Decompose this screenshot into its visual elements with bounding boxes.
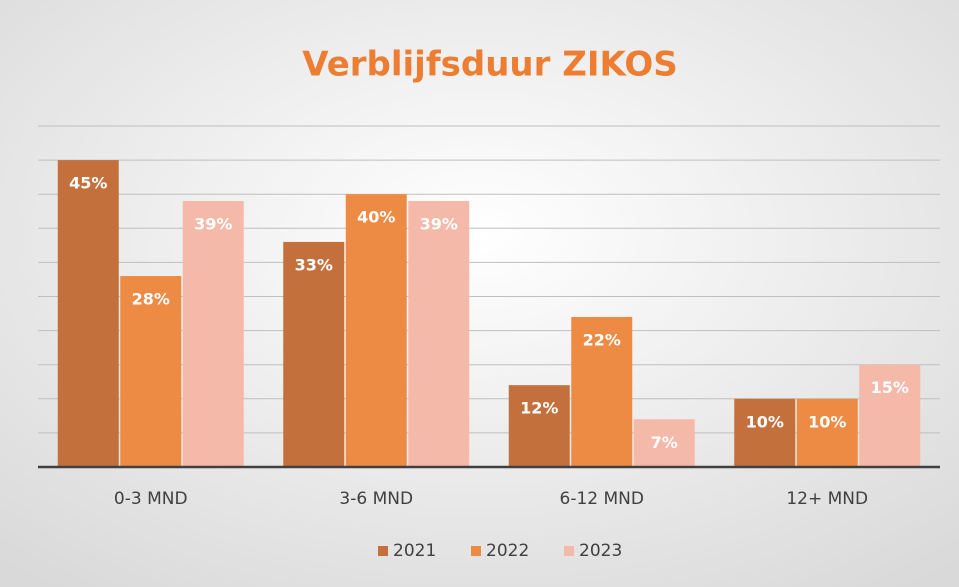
bar [571,316,633,467]
legend-label: 2022 [486,541,529,561]
data-label: 28% [132,290,170,309]
data-label: 40% [357,208,395,227]
chart-title: Verblijfsduur ZIKOS [302,45,677,85]
x-tick-label: 0-3 MND [114,489,188,509]
data-label: 39% [420,215,458,234]
legend-label: 2023 [579,541,622,561]
bar [120,276,182,467]
bar [408,201,470,467]
data-label: 7% [651,433,678,452]
bar [734,398,796,467]
data-label: 33% [295,255,333,274]
legend-swatch [564,546,574,556]
bar [859,364,921,467]
x-tick-label: 3-6 MND [339,489,413,509]
x-tick-label: 6-12 MND [560,489,644,509]
data-label: 22% [583,330,621,349]
data-label: 10% [746,412,784,431]
x-tick-label: 12+ MND [786,489,868,509]
data-label: 39% [194,215,232,234]
legend-swatch [471,546,481,556]
bar [345,194,407,467]
legend-label: 2021 [393,541,436,561]
data-label: 15% [871,378,909,397]
bar [283,241,345,467]
data-label: 45% [69,174,107,193]
bar [796,398,858,467]
bar [633,419,695,467]
bar [57,160,119,467]
bar [508,385,570,467]
data-label: 12% [520,399,558,418]
bar [182,201,244,467]
data-label: 10% [808,412,846,431]
legend-swatch [378,546,388,556]
